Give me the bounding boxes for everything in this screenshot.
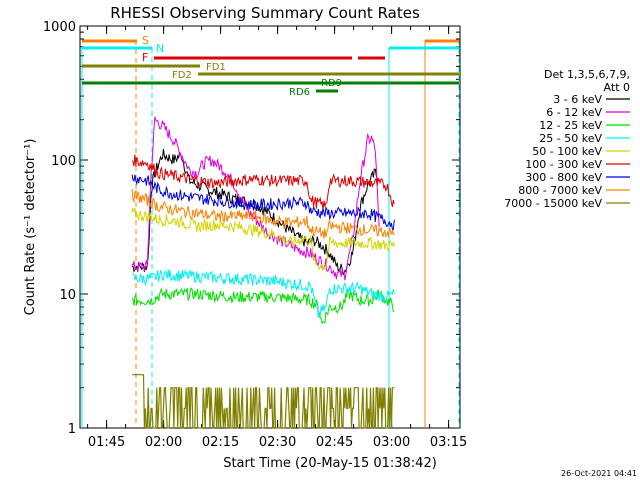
legend-entry-label: 7000 - 15000 keV [504,197,602,210]
series-line-7 [131,188,395,239]
series-line-0 [131,149,380,276]
series-lines [131,116,395,429]
chart-title: RHESSI Observing Summary Count Rates [110,4,420,22]
legend-title-line-1: Det 1,3,5,6,7,9, [544,68,630,81]
x-tick-label: 02:00 [145,435,182,450]
flag-label-fd2: FD2 [172,70,192,81]
flag-label-f: F [142,51,148,64]
marker-label-s: S [142,34,149,47]
series-line-2 [131,287,395,325]
legend-entry-label: 300 - 800 keV [525,171,602,184]
flag-label-rd6: RD6 [289,87,310,98]
y-tick-label: 1000 [43,20,76,35]
legend-entry-label: 25 - 50 keV [539,132,602,145]
series-line-4 [131,206,395,273]
x-tick-label: 01:45 [88,435,125,450]
x-axis: 01:45 02:00 02:15 02:30 02:45 03:00 03:15 [87,26,467,450]
legend-title-line-2: Att 0 [604,81,630,94]
x-axis-label: Start Time (20-May-15 01:38:42) [223,456,437,471]
legend-entry-label: 3 - 6 keV [553,93,602,106]
legend-entry-label: 800 - 7000 keV [518,184,602,197]
observing-markers: SN [81,34,460,428]
flag-label-fd1: FD1 [206,62,226,73]
plot-frame [79,25,461,429]
x-tick-label: 02:15 [202,435,239,450]
y-axis: 1 10 100 1000 [43,20,460,437]
legend-entry-label: 12 - 25 keV [539,119,602,132]
y-tick-label: 10 [59,288,76,303]
x-tick-label: 02:30 [259,435,296,450]
series-line-6 [131,174,395,231]
y-tick-label: 100 [51,154,76,169]
series-line-5 [131,154,395,210]
legend-entry-label: 100 - 300 keV [525,158,602,171]
flag-bars: F FD1 FD2 RD9 RD6 [82,39,459,98]
y-axis-label: Count Rate (s⁻¹ detector⁻¹) [23,139,38,316]
series-line-3 [131,269,395,318]
flag-label-rd9: RD9 [321,78,342,89]
legend-entry-label: 50 - 100 keV [532,145,602,158]
series-line-8 [132,374,395,429]
marker-label-n: N [156,42,164,55]
x-tick-label: 02:45 [316,435,353,450]
legend-entry-label: 6 - 12 keV [546,106,602,119]
footer-timestamp: 26-Oct-2021 04:41 [561,469,637,478]
x-tick-label: 03:00 [373,435,410,450]
x-tick-label: 03:15 [430,435,467,450]
y-tick-label: 1 [68,422,76,437]
